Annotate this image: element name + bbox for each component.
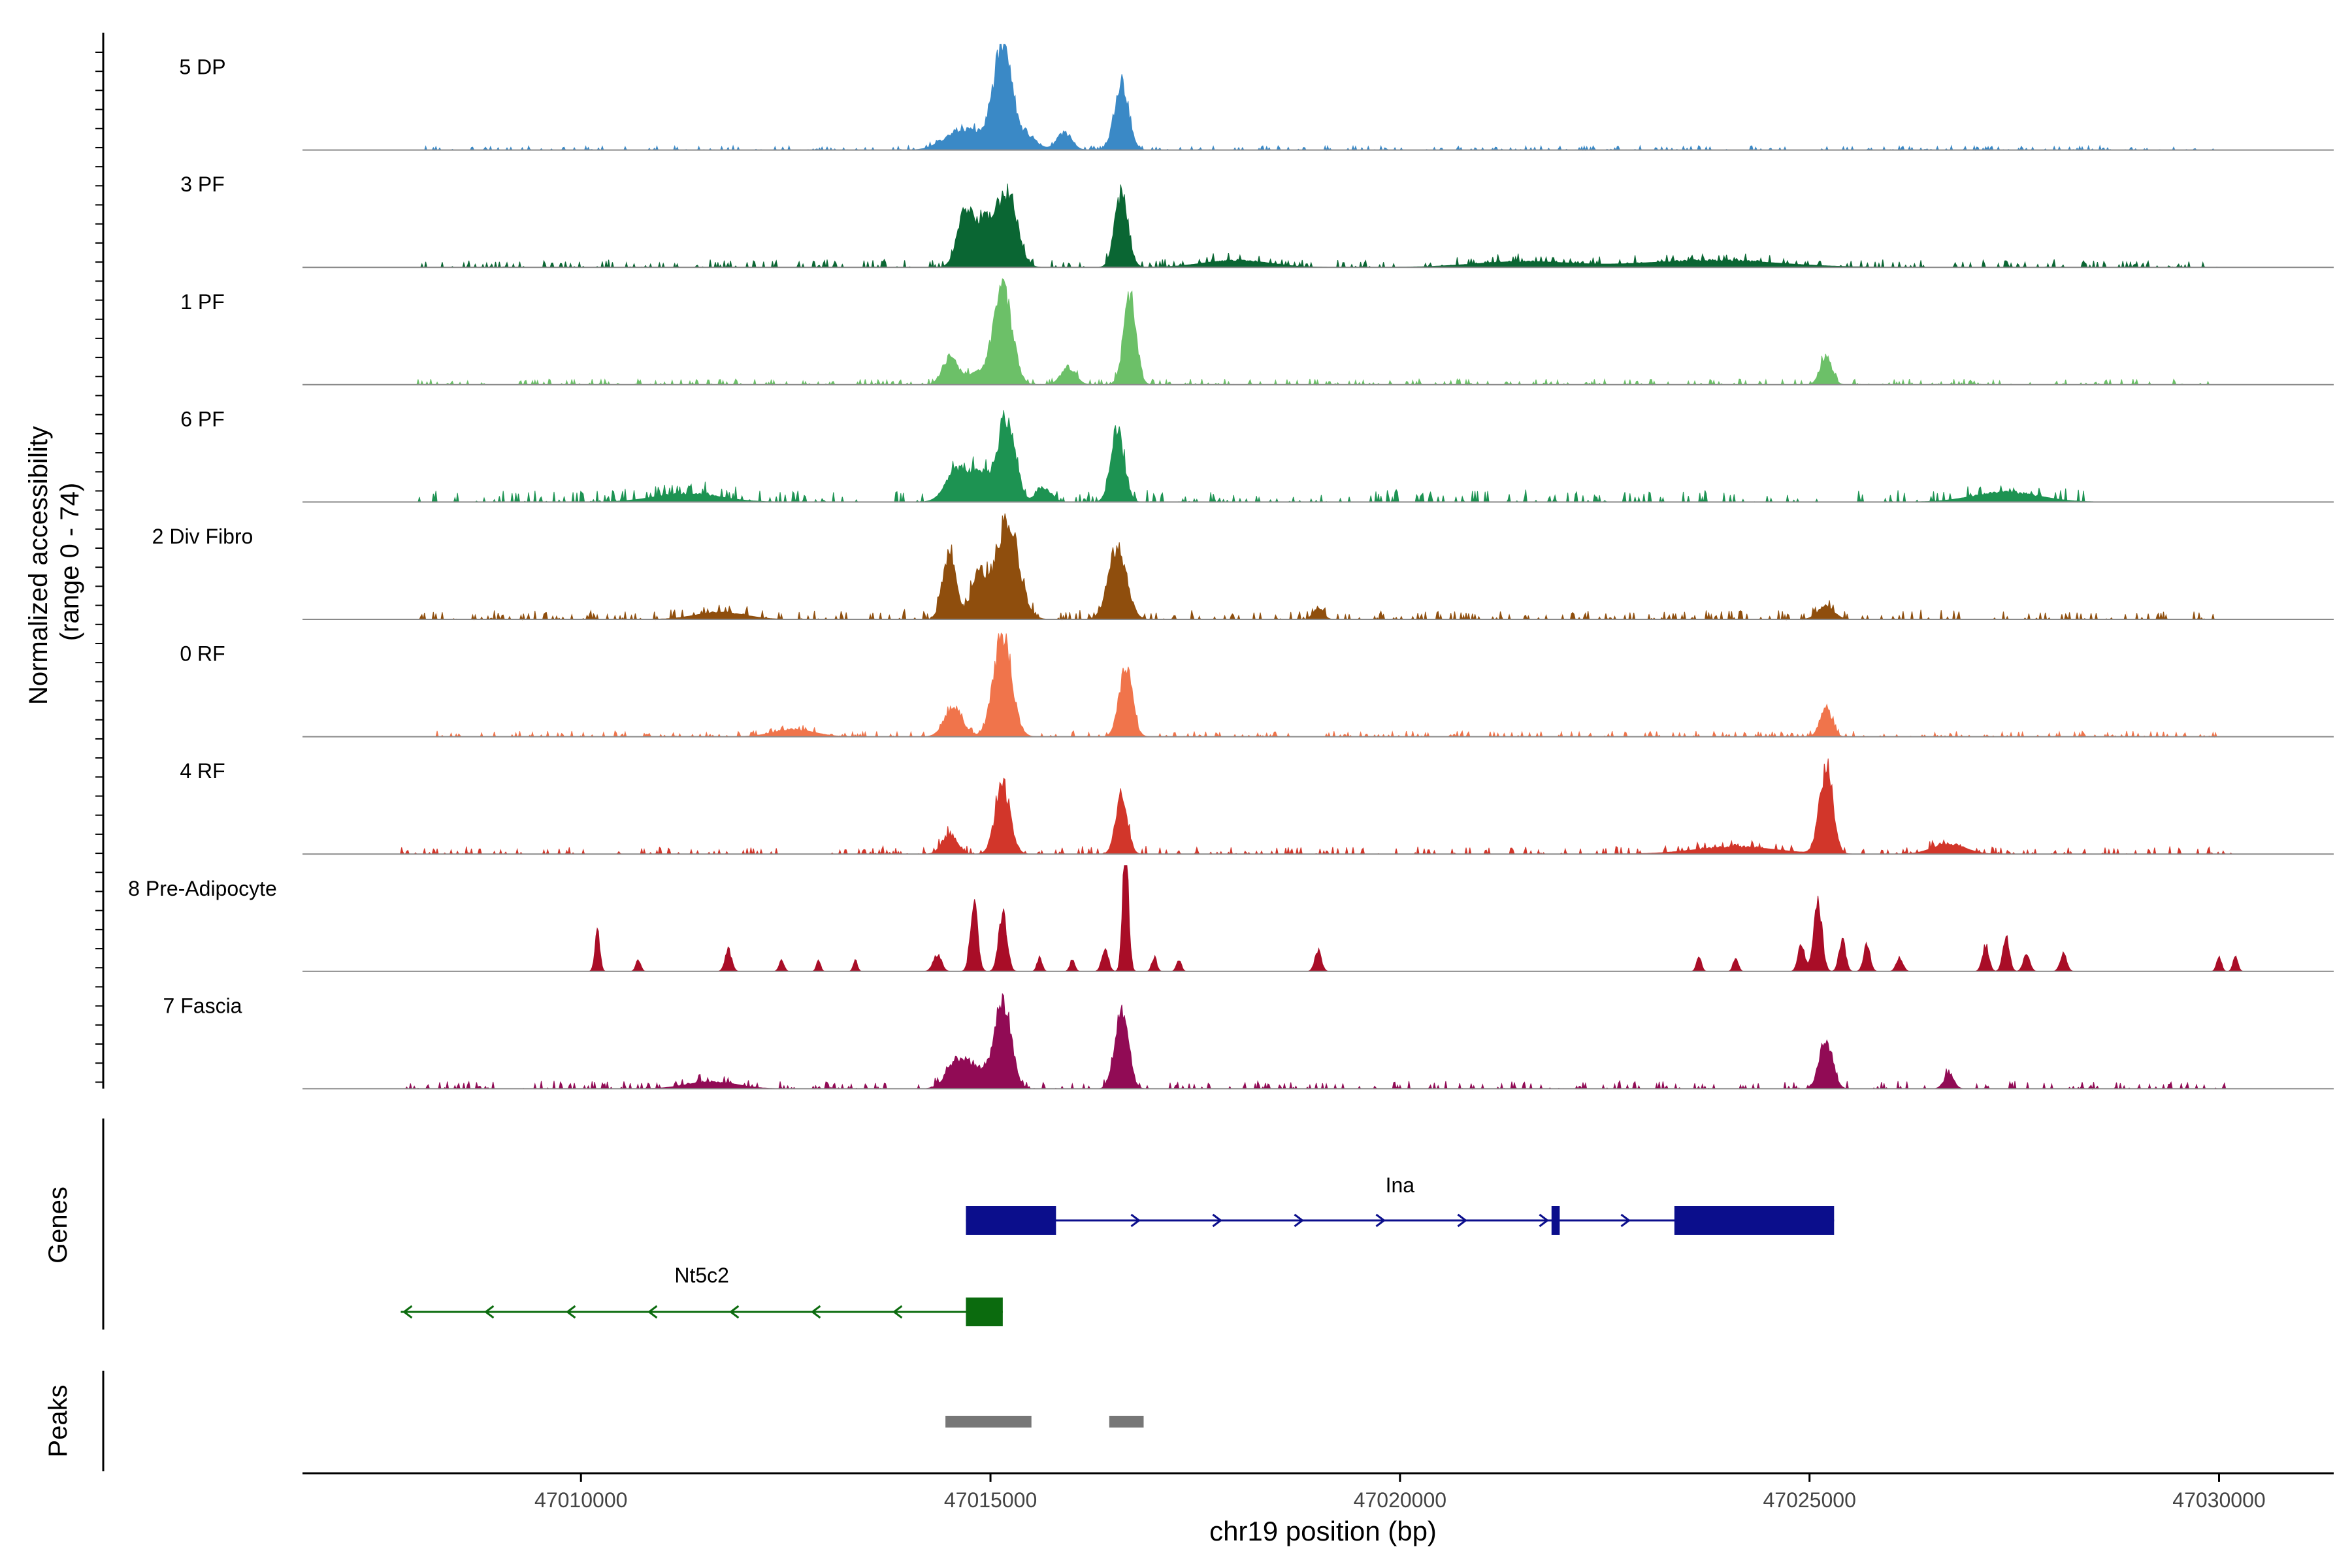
- gene-exon: [1551, 1206, 1560, 1235]
- x-tick-label: 47030000: [2172, 1488, 2265, 1512]
- track-1-pf: 1 PF: [180, 278, 2334, 386]
- track-area-1-pf: [302, 278, 2334, 386]
- track-0-rf: 0 RF: [180, 632, 2334, 738]
- gene-exon: [1674, 1206, 1835, 1235]
- gene-exon: [966, 1298, 1003, 1326]
- gene-label-nt5c2: Nt5c2: [674, 1264, 729, 1287]
- strand-arrow: [565, 1305, 576, 1319]
- track-area-0-rf: [302, 632, 2334, 738]
- x-tick-label: 47010000: [534, 1488, 627, 1512]
- track-area-6-pf: [302, 410, 2334, 504]
- gene-ina: Ina: [966, 1173, 1835, 1235]
- track-7-fascia: 7 Fascia: [163, 992, 2334, 1090]
- track-6-pf: 6 PF: [180, 407, 2334, 504]
- track-label-0-rf: 0 RF: [180, 642, 225, 666]
- track-label-1-pf: 1 PF: [180, 290, 225, 314]
- genes-track: Ina Nt5c2: [102, 1119, 1835, 1330]
- strand-arrow: [1294, 1213, 1304, 1228]
- track-label-3-pf: 3 PF: [180, 172, 225, 196]
- x-tick-label: 47015000: [944, 1488, 1037, 1512]
- y-axis-title-line2: (range 0 - 74): [56, 483, 84, 641]
- gene-exon: [966, 1206, 1056, 1235]
- strand-arrow: [1539, 1213, 1549, 1228]
- strand-arrow: [483, 1305, 495, 1319]
- peak-region: [1109, 1416, 1144, 1428]
- strand-arrow: [810, 1305, 821, 1319]
- x-axis-title: chr19 position (bp): [1209, 1516, 1437, 1546]
- track-label-2-div-fibro: 2 Div Fibro: [152, 525, 253, 548]
- x-tick-label: 47020000: [1354, 1488, 1446, 1512]
- gene-label-ina: Ina: [1386, 1173, 1415, 1197]
- strand-arrow: [402, 1305, 413, 1319]
- strand-arrow: [1620, 1213, 1631, 1228]
- track-4-rf: 4 RF: [180, 758, 2334, 856]
- track-label-5-dp: 5 DP: [179, 56, 225, 79]
- track-label-8-pre-adipocyte: 8 Pre-Adipocyte: [128, 877, 277, 900]
- x-axis: 47010000 47015000 47020000 47025000 47030000: [302, 1472, 2334, 1512]
- track-label-7-fascia: 7 Fascia: [163, 994, 242, 1017]
- track-2-div-fibro: 2 Div Fibro: [152, 513, 2334, 621]
- track-area-8-pre-adipocyte: [302, 865, 2334, 972]
- genes-track-label: Genes: [44, 1186, 73, 1264]
- strand-arrow: [728, 1305, 740, 1319]
- strand-arrow: [647, 1305, 658, 1319]
- track-area-5-dp: [302, 44, 2334, 152]
- strand-arrow: [1212, 1213, 1222, 1228]
- track-area-4-rf: [302, 758, 2334, 856]
- peak-region: [945, 1416, 1032, 1428]
- track-label-6-pf: 6 PF: [180, 407, 225, 431]
- strand-arrow: [892, 1305, 903, 1319]
- x-tick-label: 47025000: [1763, 1488, 1855, 1512]
- gene-nt5c2: Nt5c2: [400, 1264, 1003, 1326]
- strand-arrow: [1375, 1213, 1386, 1228]
- track-8-pre-adipocyte: 8 Pre-Adipocyte: [128, 865, 2334, 972]
- accessibility-tracks: 5 DP 3 PF 1 PF 6 PF 2 Div Fibro 0 RF 4 RF 8 Pre…: [95, 33, 2334, 1090]
- peaks-track-label: Peaks: [44, 1384, 73, 1457]
- strand-arrow: [1130, 1213, 1141, 1228]
- track-5-dp: 5 DP: [179, 44, 2334, 152]
- y-axis-title-line1: Normalized accessibility: [24, 426, 53, 705]
- track-3-pf: 3 PF: [180, 172, 2334, 269]
- track-area-3-pf: [302, 183, 2334, 269]
- track-area-2-div-fibro: [302, 513, 2334, 621]
- peaks-track: [102, 1371, 1144, 1471]
- track-label-4-rf: 4 RF: [180, 759, 225, 783]
- strand-arrow: [1457, 1213, 1467, 1228]
- track-area-7-fascia: [302, 992, 2334, 1090]
- y-axis-title: Normalized accessibility (range 0 - 74): [24, 419, 84, 705]
